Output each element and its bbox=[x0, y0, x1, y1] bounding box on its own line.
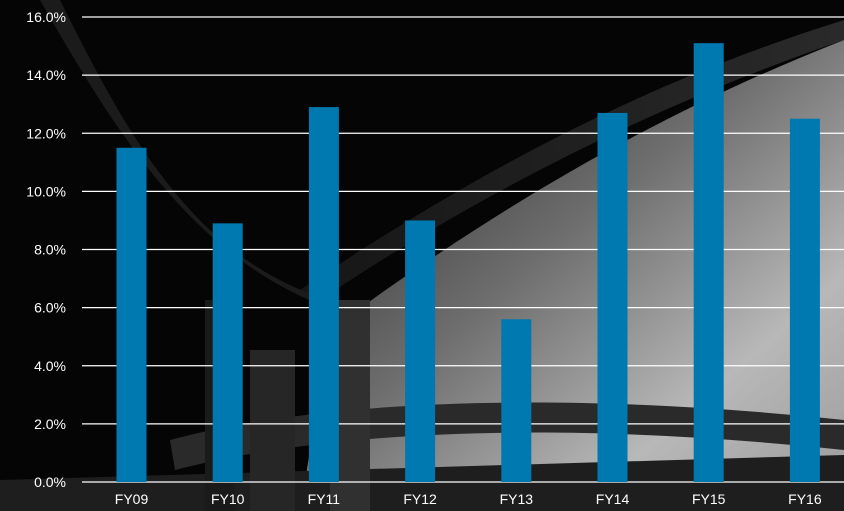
x-tick-label: FY14 bbox=[596, 491, 630, 507]
bar-fy15 bbox=[693, 43, 724, 482]
bar-fy13 bbox=[501, 319, 532, 482]
y-tick-label: 16.0% bbox=[26, 9, 66, 25]
x-tick-label: FY16 bbox=[788, 491, 822, 507]
bar-fy14 bbox=[597, 112, 628, 482]
x-axis-ticks: FY09 FY10 FY11 FY12 FY13 FY14 FY15 FY16 bbox=[115, 491, 822, 507]
y-tick-label: 8.0% bbox=[34, 242, 66, 258]
y-tick-label: 14.0% bbox=[26, 67, 66, 83]
y-tick-label: 6.0% bbox=[34, 300, 66, 316]
bar-fy10 bbox=[212, 223, 243, 482]
bar-fy09 bbox=[116, 147, 147, 482]
bars bbox=[116, 43, 820, 482]
x-tick-label: FY09 bbox=[115, 491, 149, 507]
y-axis-ticks: 0.0% 2.0% 4.0% 6.0% 8.0% 10.0% 12.0% 14.0% 16.0% bbox=[26, 9, 66, 490]
bar-fy11 bbox=[308, 107, 339, 482]
bar-fy16 bbox=[789, 118, 820, 482]
y-tick-label: 12.0% bbox=[26, 125, 66, 141]
x-tick-label: FY11 bbox=[308, 491, 341, 507]
x-tick-label: FY13 bbox=[500, 491, 534, 507]
x-tick-label: FY12 bbox=[403, 491, 437, 507]
y-tick-label: 0.0% bbox=[34, 474, 66, 490]
x-tick-label: FY15 bbox=[692, 491, 726, 507]
y-tick-label: 10.0% bbox=[26, 183, 66, 199]
gridlines bbox=[82, 16, 844, 483]
bar-fy12 bbox=[405, 220, 436, 482]
y-tick-label: 4.0% bbox=[34, 358, 66, 374]
y-tick-label: 2.0% bbox=[34, 416, 66, 432]
x-tick-label: FY10 bbox=[211, 491, 245, 507]
